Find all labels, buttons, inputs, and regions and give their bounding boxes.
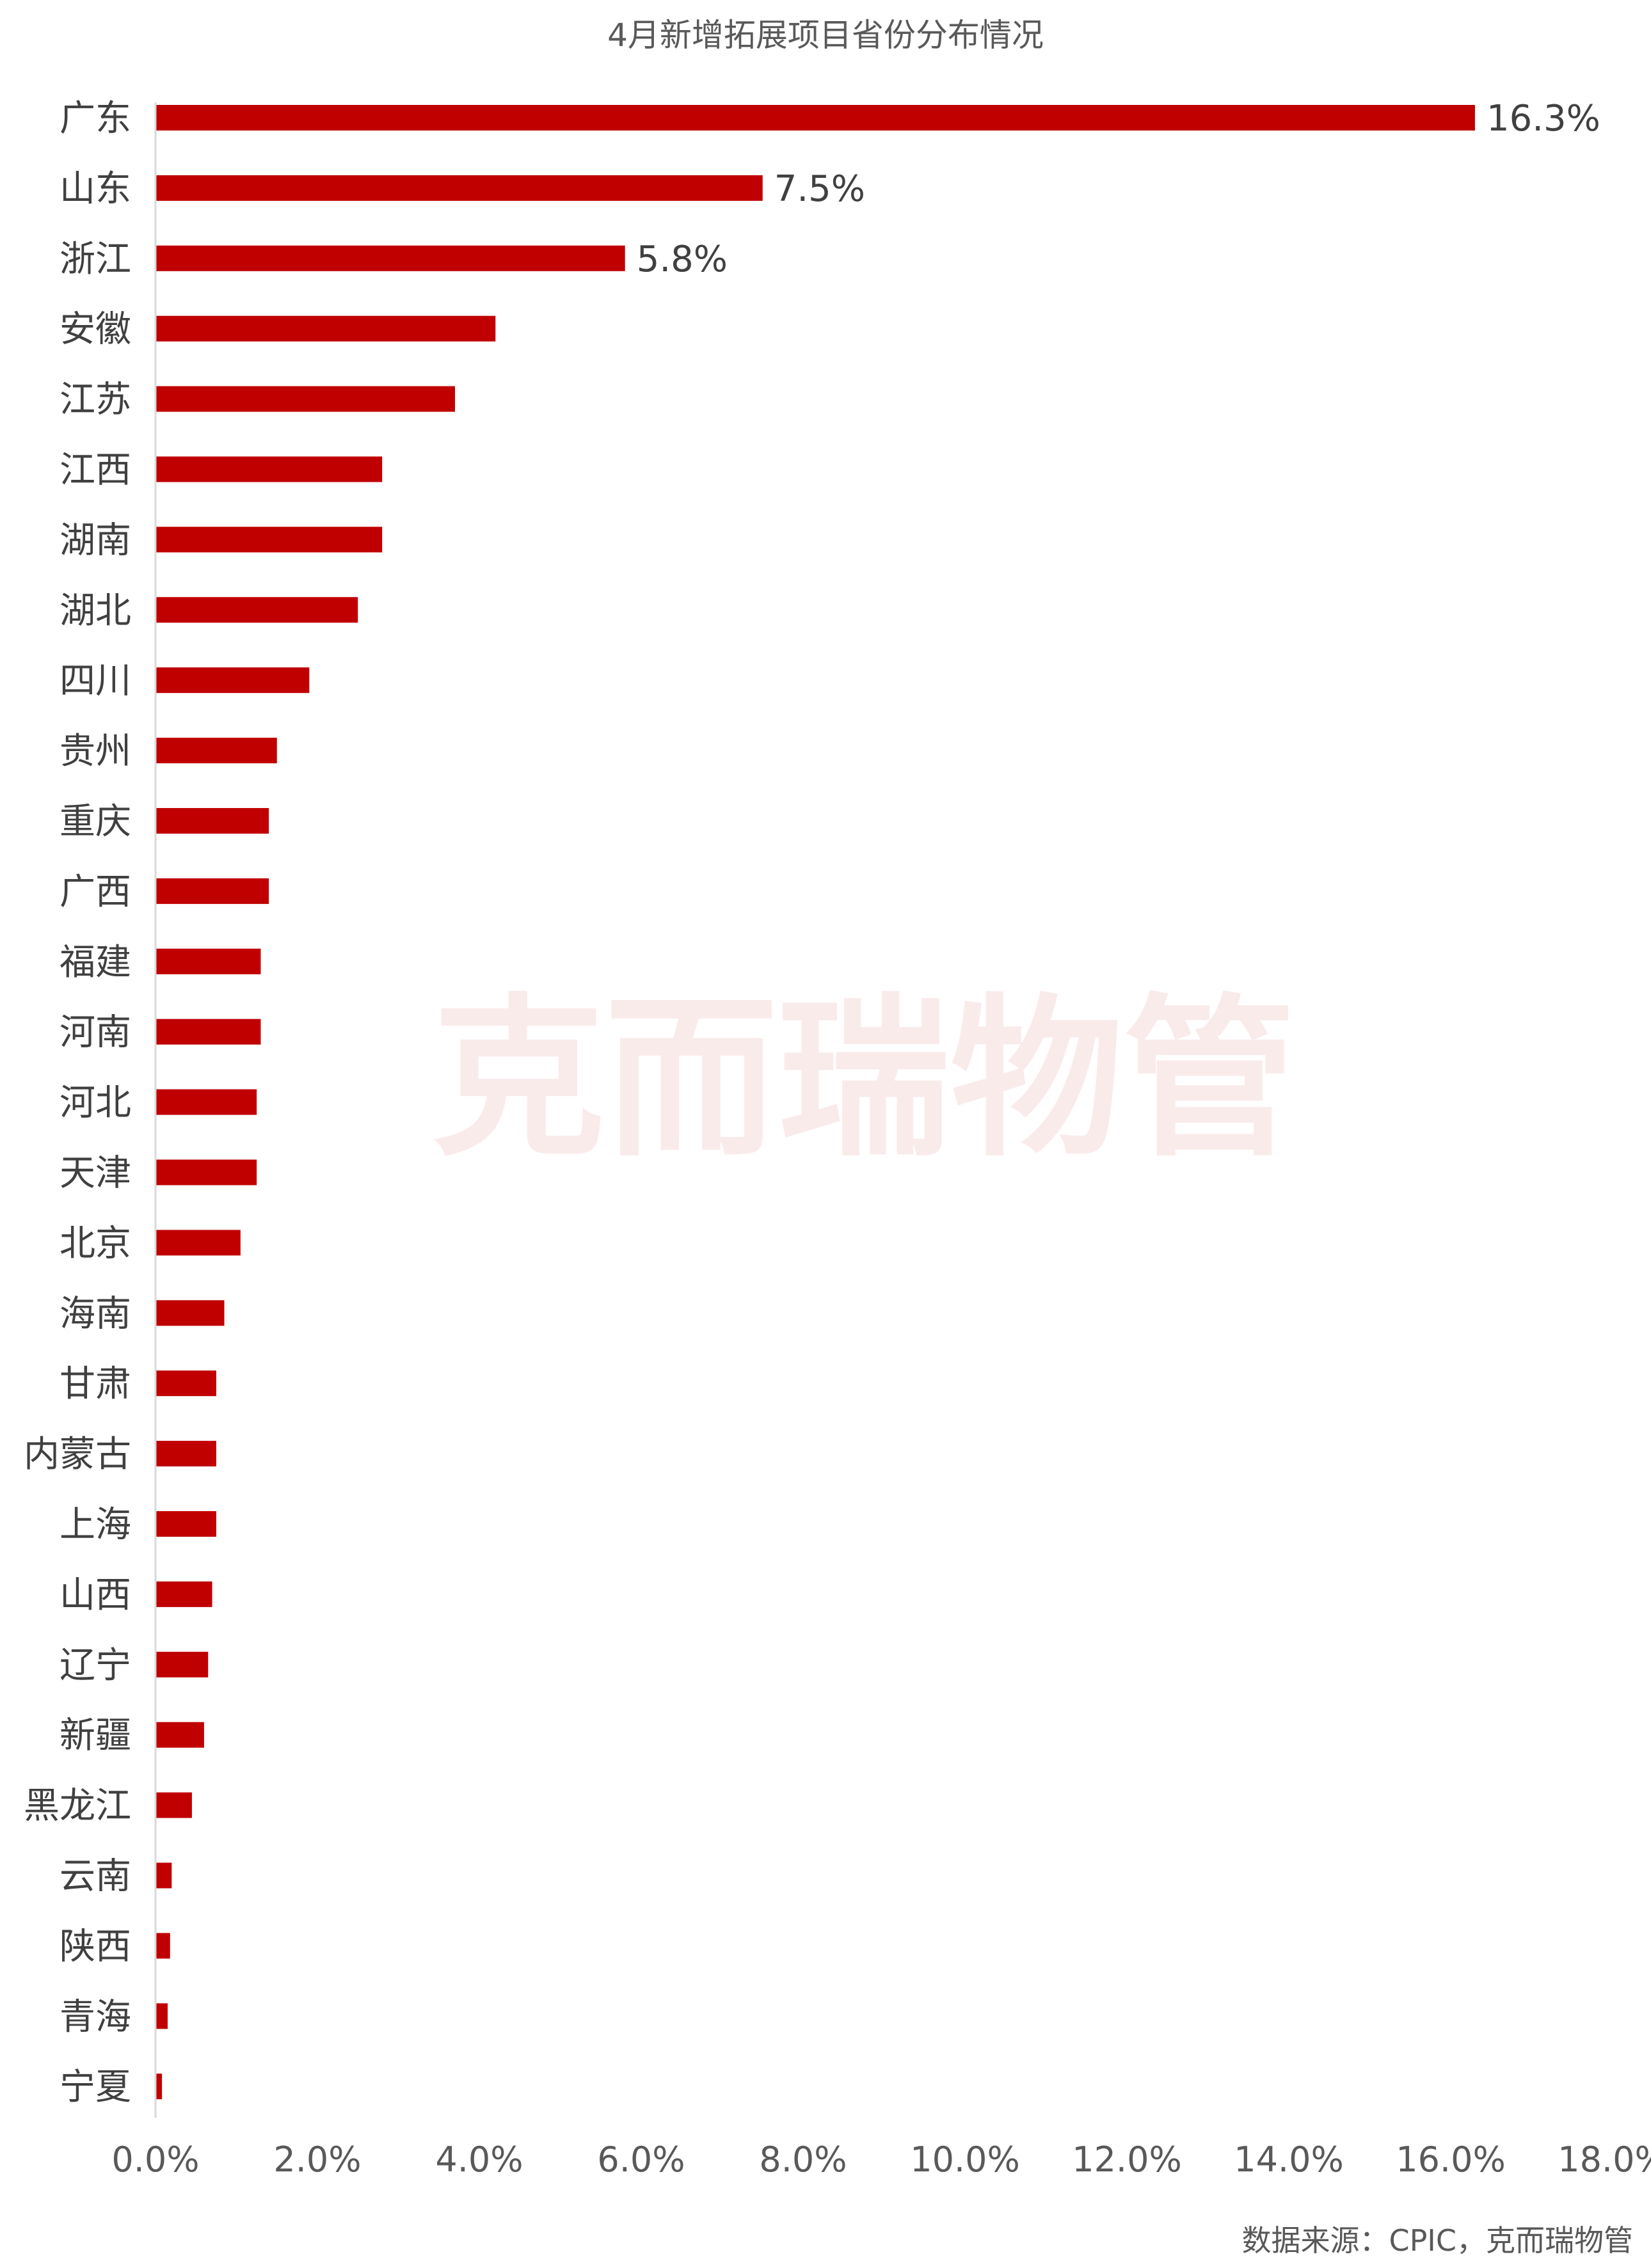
x-tick-label: 8.0% [759, 2139, 847, 2180]
x-tick-label: 2.0% [273, 2139, 361, 2180]
category-label: 天津 [60, 1153, 131, 1194]
category-label: 陕西 [60, 1926, 131, 1967]
bar [156, 527, 383, 553]
category-label: 内蒙古 [24, 1434, 131, 1475]
bar [156, 1089, 257, 1115]
bar [156, 667, 310, 694]
bar [156, 1230, 241, 1256]
bar [156, 386, 456, 412]
bar [156, 1651, 209, 1677]
category-label: 广东 [60, 98, 131, 139]
bar [156, 738, 277, 764]
category-label: 海南 [60, 1293, 131, 1335]
bar [156, 1019, 261, 1045]
category-label: 广西 [60, 871, 131, 913]
x-tick-label: 16.0% [1396, 2139, 1506, 2180]
category-label: 新疆 [60, 1715, 131, 1757]
x-tick-label: 18.0% [1558, 2139, 1651, 2180]
category-label: 安徽 [60, 309, 131, 351]
category-label: 上海 [60, 1504, 131, 1546]
x-tick-label: 10.0% [910, 2139, 1020, 2180]
x-axis-ticks: 0.0% 2.0% 4.0% 6.0% 8.0% 10.0% 12.0% 14.0% 16.0%… [111, 2139, 1651, 2180]
category-label: 四川 [60, 660, 131, 702]
bar [156, 1441, 216, 1467]
x-tick-label: 4.0% [435, 2139, 523, 2180]
bar [156, 597, 358, 623]
bar [156, 1792, 192, 1818]
source-note: 数据来源：CPIC，克而瑞物管 [1241, 2223, 1633, 2258]
data-label: 5.8% [637, 239, 728, 280]
category-label: 湖南 [60, 519, 131, 561]
bars-layer: 广东 16.3% 山东 7.5% 浙江 5.8% 安徽江苏江西湖南湖北四川贵州重庆广西福建河… [24, 98, 1600, 2108]
bar [156, 2074, 163, 2100]
category-label: 山西 [60, 1574, 131, 1616]
bar [156, 456, 383, 482]
category-label: 福建 [60, 942, 131, 983]
bar [156, 948, 261, 974]
category-label: 青海 [60, 1996, 131, 2038]
x-tick-label: 6.0% [597, 2139, 685, 2180]
bar [156, 1581, 212, 1607]
category-label: 江苏 [60, 379, 131, 421]
category-label: 辽宁 [60, 1645, 131, 1686]
bar [156, 1862, 172, 1889]
bar [156, 1300, 225, 1326]
bar [156, 2003, 168, 2029]
category-label: 甘肃 [60, 1363, 131, 1405]
category-label: 湖北 [60, 590, 131, 631]
bar [156, 105, 1475, 131]
bar [156, 1722, 204, 1748]
category-label: 河北 [60, 1082, 131, 1124]
category-label: 浙江 [60, 239, 131, 280]
bar [156, 175, 763, 201]
data-label: 16.3% [1487, 98, 1600, 139]
x-tick-label: 14.0% [1234, 2139, 1344, 2180]
bar [156, 1370, 216, 1397]
category-label: 北京 [60, 1223, 131, 1264]
category-label: 河南 [60, 1012, 131, 1054]
bar [156, 808, 269, 834]
category-label: 贵州 [60, 731, 131, 772]
category-label: 黑龙江 [24, 1786, 131, 1827]
category-label: 宁夏 [60, 2066, 131, 2108]
bar [156, 245, 625, 271]
bar [156, 1933, 170, 1959]
category-label: 江西 [60, 450, 131, 491]
data-label: 7.5% [774, 168, 865, 210]
category-label: 山东 [60, 168, 131, 210]
category-label: 重庆 [60, 801, 131, 843]
chart-title: 4月新增拓展项目省份分布情况 [607, 17, 1044, 54]
category-label: 云南 [60, 1856, 131, 1898]
bar [156, 1159, 257, 1186]
bar [156, 878, 269, 904]
bar [156, 1511, 216, 1537]
watermark: 克而瑞物管 [432, 978, 1296, 1180]
x-tick-label: 0.0% [111, 2139, 199, 2180]
x-tick-label: 12.0% [1072, 2139, 1182, 2180]
bar [156, 315, 496, 342]
